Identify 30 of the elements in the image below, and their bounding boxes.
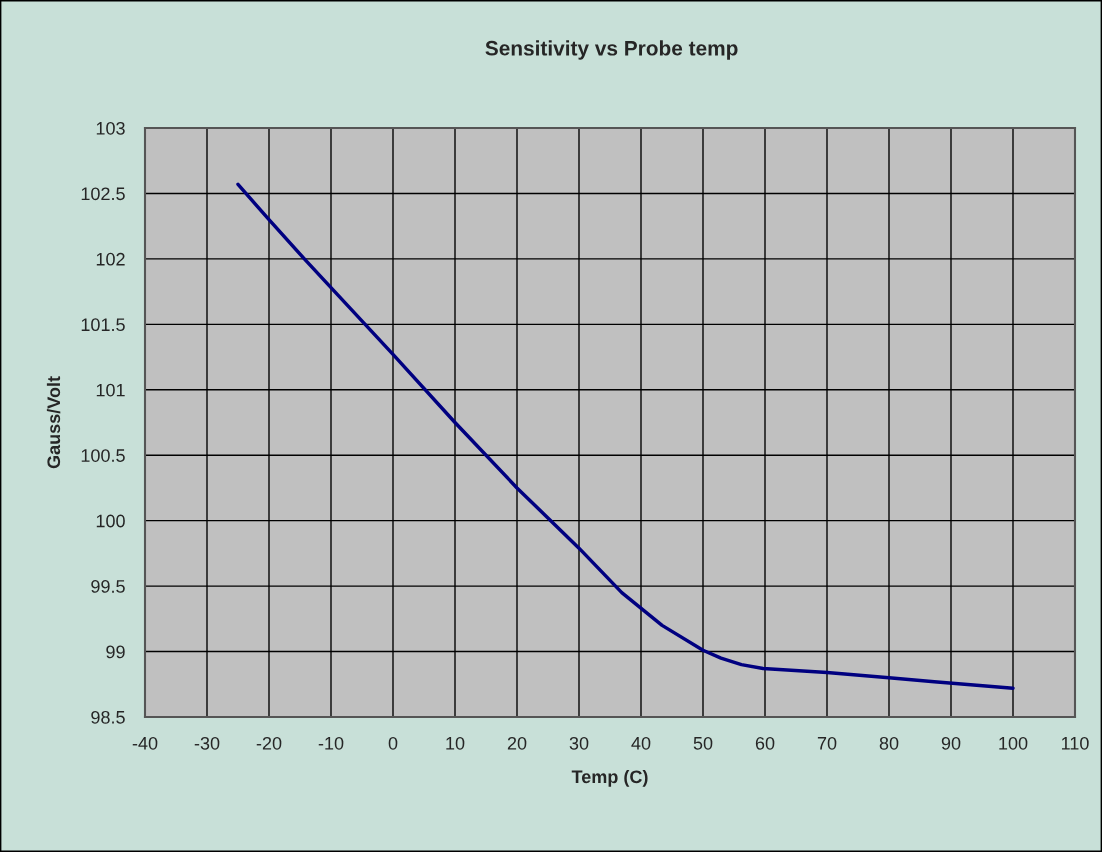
y-tick-label: 101.5 (81, 318, 125, 332)
y-tick-label: 103 (96, 121, 125, 135)
x-tick-label: -10 (318, 736, 344, 750)
y-tick-label: 98.5 (91, 710, 125, 724)
x-tick-label: 100 (999, 736, 1028, 750)
x-axis-title: Temp (C) (571, 769, 648, 787)
x-tick-label: 10 (446, 736, 465, 750)
y-tick-label: 99.5 (91, 580, 125, 593)
x-tick-label: 50 (693, 736, 713, 750)
x-tick-label: -40 (132, 736, 158, 750)
y-axis-title: Gauss/Volt (46, 376, 61, 469)
y-tick-label: 102 (96, 252, 125, 266)
y-tick-label: 102.5 (81, 187, 125, 201)
x-tick-label: 90 (941, 736, 961, 750)
y-tick-label: 99 (106, 645, 125, 659)
y-tick-label: 101 (96, 383, 125, 397)
x-tick-label: 30 (569, 736, 589, 750)
line-series (236, 182, 1015, 690)
y-tick-label: 100 (96, 514, 125, 528)
x-tick-label: 0 (388, 736, 398, 750)
x-tick-label: 40 (631, 736, 651, 750)
y-tick-label: 100.5 (81, 449, 125, 462)
x-tick-label: 110 (1061, 736, 1089, 750)
x-tick-label: -30 (194, 736, 220, 750)
chart-title: Sensitivity vs Probe temp (485, 40, 738, 60)
x-tick-label: 70 (817, 736, 837, 750)
x-tick-label: 20 (507, 736, 527, 750)
x-tick-label: 80 (879, 736, 899, 750)
x-tick-label: 60 (755, 736, 775, 750)
x-tick-label: -20 (256, 736, 282, 750)
